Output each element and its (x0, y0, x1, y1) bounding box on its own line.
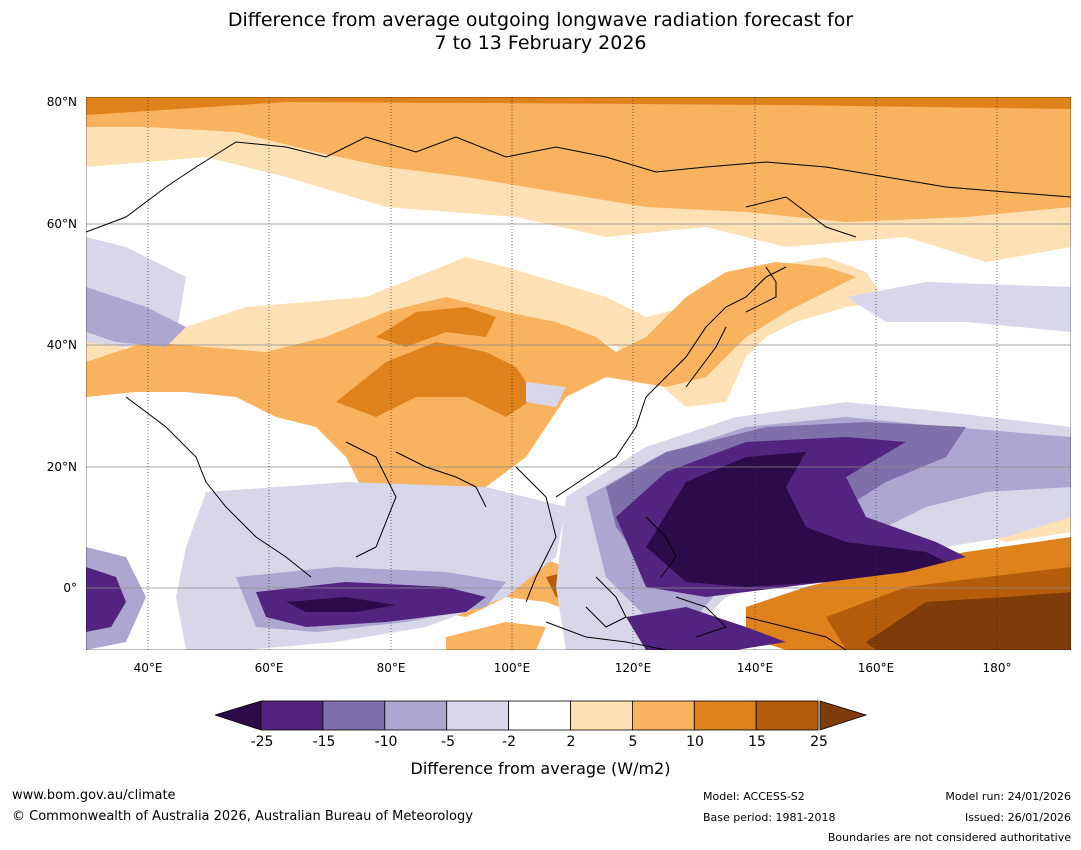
colorbar-cell (693, 700, 757, 731)
colorbar-tick: 15 (748, 734, 766, 750)
colorbar (215, 700, 867, 731)
colorbar-cell (322, 700, 386, 731)
lon-label-100e: 100°E (493, 661, 531, 675)
lat-label-80n: 80°N (46, 95, 77, 109)
lon-label-80e: 80°E (376, 661, 406, 675)
lon-label-40e: 40°E (133, 661, 163, 675)
colorbar-tick: 10 (686, 734, 704, 750)
title-line-1: Difference from average outgoing longwav… (227, 9, 854, 31)
colorbar-tick: 2 (566, 734, 576, 750)
lon-label-140e: 140°E (736, 661, 774, 675)
graticule (86, 97, 1071, 650)
disclaimer-text: Boundaries are not considered authoritat… (827, 831, 1071, 844)
colorbar-tick: -15 (312, 734, 336, 750)
model-run-text: Model run: 24/01/2026 (945, 790, 1071, 803)
colorbar-extend-left (215, 700, 262, 731)
model-text: Model: ACCESS-S2 (703, 790, 805, 803)
colorbar-extend-right (819, 700, 867, 731)
colorbar-cell (508, 700, 571, 731)
lat-label-20n: 20°N (46, 460, 77, 474)
map-title: Difference from average outgoing longwav… (0, 9, 1081, 55)
lat-label-60n: 60°N (46, 217, 77, 231)
lon-label-120e: 120°E (614, 661, 652, 675)
colorbar-tick: -25 (250, 734, 274, 750)
copyright-text: © Commonwealth of Australia 2026, Austra… (12, 809, 473, 824)
colorbar-tick: -10 (374, 734, 398, 750)
title-line-2: 7 to 13 February 2026 (434, 32, 647, 54)
lon-label-180: 180° (982, 661, 1012, 675)
positive-anomaly-shading (86, 97, 1071, 650)
lon-label-160e: 160°E (857, 661, 895, 675)
colorbar-tick: 5 (628, 734, 638, 750)
lon-label-60e: 60°E (254, 661, 284, 675)
negative-anomaly-shading (86, 237, 1071, 650)
coastlines (86, 136, 1071, 650)
olr-anomaly-map (86, 97, 1071, 650)
colorbar-tick: -2 (502, 734, 516, 750)
colorbar-label: Difference from average (W/m2) (410, 759, 671, 778)
colorbar-cell (384, 700, 448, 731)
colorbar-tick: 25 (810, 734, 828, 750)
colorbar-cell (755, 700, 819, 731)
colorbar-cell (631, 700, 695, 731)
colorbar-cell (570, 700, 633, 731)
lat-label-40n: 40°N (46, 338, 77, 352)
website-link[interactable]: www.bom.gov.au/climate (12, 788, 176, 803)
colorbar-cell (260, 700, 324, 731)
colorbar-tick: -5 (441, 734, 455, 750)
colorbar-cell (446, 700, 509, 731)
base-period-text: Base period: 1981-2018 (703, 811, 836, 824)
issued-text: Issued: 26/01/2026 (964, 811, 1071, 824)
lat-label-0: 0° (63, 581, 77, 595)
